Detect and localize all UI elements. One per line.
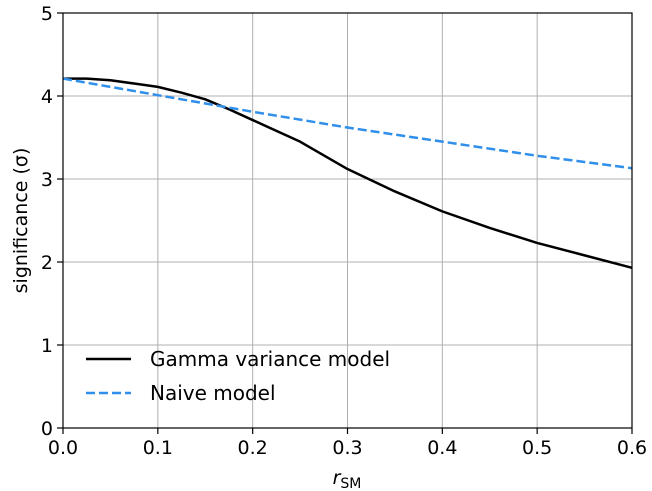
series-line-gamma-variance [63,77,633,270]
y-tick-label: 0 [41,418,53,440]
y-tick-label: 3 [41,169,53,191]
x-tick-label: 0.6 [617,437,647,459]
y-axis-label: significance (σ) [10,148,32,294]
y-tick-label: 4 [41,86,53,108]
x-tick-label: 0.2 [238,437,268,459]
x-axis-label: rSM [333,467,362,491]
x-tick-label: 0.3 [332,437,362,459]
legend: Gamma variance model Naive model [86,347,390,405]
series-line-naive [62,77,633,170]
y-tick-label: 5 [41,3,53,25]
x-tick-label: 0.4 [427,437,457,459]
series-lines [62,77,633,270]
legend-label-gamma: Gamma variance model [150,347,390,371]
x-axis-label-sub: SM [340,476,361,491]
x-tick-label: 0.0 [48,437,78,459]
x-axis-label-main: r [333,467,342,489]
x-tick-label: 0.1 [143,437,173,459]
y-tick-label: 2 [41,252,53,274]
axis-ticks: 0.0 0.1 0.2 0.3 0.4 0.5 0.6 0 1 2 3 4 5 [41,3,647,459]
x-tick-label: 0.5 [522,437,552,459]
legend-label-naive: Naive model [150,381,276,405]
y-tick-label: 1 [41,335,53,357]
